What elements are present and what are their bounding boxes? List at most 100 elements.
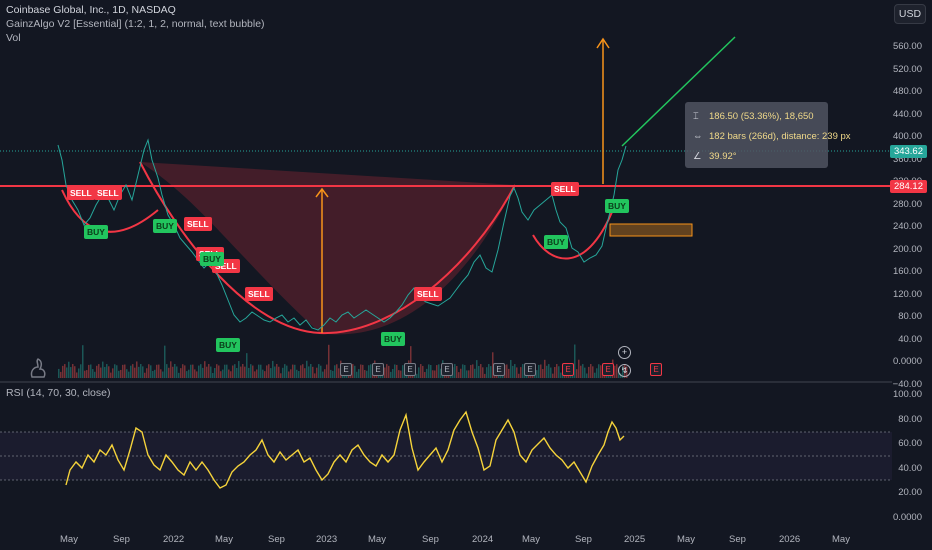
volume-bar xyxy=(558,366,560,378)
volume-bar xyxy=(166,364,168,378)
earnings-badge[interactable]: E xyxy=(493,363,505,376)
volume-bar xyxy=(250,364,252,378)
volume-bar xyxy=(310,364,312,378)
volume-bar xyxy=(422,365,424,378)
volume-bar xyxy=(84,370,86,378)
volume-bar xyxy=(180,368,182,378)
volume-bar xyxy=(318,364,320,378)
volume-bar xyxy=(352,364,354,378)
volume-bar xyxy=(272,360,274,378)
volume-bar xyxy=(224,364,226,378)
price-axis-label: 440.00 xyxy=(892,108,922,120)
time-axis-label: May xyxy=(368,534,386,545)
volume-bar xyxy=(386,364,388,378)
volume-bar xyxy=(470,365,472,378)
volume-bar xyxy=(316,367,318,378)
volume-bar xyxy=(264,371,266,378)
volume-bar xyxy=(184,365,186,378)
time-axis-label: May xyxy=(522,534,540,545)
rsi-legend[interactable]: RSI (14, 70, 30, close) xyxy=(6,387,111,399)
volume-bar xyxy=(232,365,234,378)
volume-bar xyxy=(472,364,474,378)
earnings-badge[interactable]: E xyxy=(404,363,416,376)
volume-bar xyxy=(244,366,246,378)
volume-bar xyxy=(306,360,308,378)
volume-bar xyxy=(312,366,314,378)
volume-bar xyxy=(436,365,438,378)
volume-bar xyxy=(364,370,366,378)
time-axis-label: 2025 xyxy=(624,534,646,545)
volume-bar xyxy=(188,369,190,378)
time-axis-label: 2022 xyxy=(163,534,185,545)
volume-bar xyxy=(240,366,242,378)
volume-bar xyxy=(140,364,142,378)
time-axis-label: 2023 xyxy=(316,534,338,545)
volume-bar xyxy=(554,366,556,378)
volume-bar xyxy=(258,364,260,378)
volume-bar xyxy=(400,370,402,378)
volume-bar xyxy=(206,366,208,378)
sell-signal: SELL xyxy=(184,217,212,231)
volume-bar xyxy=(326,364,328,378)
volume-bar xyxy=(432,370,434,378)
price-axis-label: 560.00 xyxy=(892,41,922,52)
rsi-axis-label: 40.00 xyxy=(898,462,922,474)
volume-bar xyxy=(136,361,138,378)
rsi-axis-label: 100.00 xyxy=(892,389,922,400)
volume-bar xyxy=(366,370,368,378)
volume-bar xyxy=(410,346,412,378)
volume-bar xyxy=(314,373,316,378)
dividend-icon[interactable]: ↯ xyxy=(618,364,631,377)
volume-bar xyxy=(220,371,222,378)
volume-bar xyxy=(198,365,200,378)
volume-bar xyxy=(476,360,478,378)
time-axis-label: Sep xyxy=(729,534,746,545)
volume-bar xyxy=(322,371,324,378)
volume-bar xyxy=(520,367,522,378)
volume-bar xyxy=(482,367,484,378)
volume-bar xyxy=(516,367,518,378)
earnings-badge[interactable]: E xyxy=(650,363,662,376)
earnings-badge[interactable]: E xyxy=(372,363,384,376)
volume-bar xyxy=(490,366,492,378)
add-icon[interactable]: + xyxy=(618,346,631,359)
volume-bar xyxy=(214,368,216,378)
symbol-legend[interactable]: Coinbase Global, Inc., 1D, NASDAQ xyxy=(6,4,176,16)
earnings-badge[interactable]: E xyxy=(340,363,352,376)
indicator-legend[interactable]: GainzAlgo V2 [Essential] (1:2, 1, 2, nor… xyxy=(6,18,265,30)
volume-bar xyxy=(324,369,326,378)
earnings-badge[interactable]: E xyxy=(602,363,614,376)
volume-bar xyxy=(202,367,204,378)
volume-bar xyxy=(118,370,120,378)
earnings-badge[interactable]: E xyxy=(562,363,574,376)
volume-bar xyxy=(440,368,442,378)
volume-bar xyxy=(302,364,304,378)
volume-bar xyxy=(204,361,206,378)
earnings-badge[interactable]: E xyxy=(441,363,453,376)
volume-legend[interactable]: Vol xyxy=(6,32,21,44)
volume-bar xyxy=(332,370,334,378)
price-axis-label: 40.00 xyxy=(898,333,922,345)
volume-bar xyxy=(126,369,128,378)
volume-bar xyxy=(398,370,400,378)
volume-bar xyxy=(296,369,298,378)
volume-bar xyxy=(270,368,272,378)
buy-signal: BUY xyxy=(84,225,108,239)
volume-bar xyxy=(138,366,140,378)
volume-bar xyxy=(486,367,488,378)
earnings-badge[interactable]: E xyxy=(524,363,536,376)
level-price-tag: 284.12 xyxy=(889,180,927,193)
price-axis-label: 480.00 xyxy=(892,86,922,97)
volume-bar xyxy=(480,364,482,378)
volume-bar xyxy=(58,368,60,378)
price-range-icon: ⌶ xyxy=(693,111,699,122)
cup-pattern-curve xyxy=(139,161,516,335)
currency-button[interactable]: USD xyxy=(894,4,926,24)
buy-signal: BUY xyxy=(544,235,568,249)
sell-signal: SELL xyxy=(551,182,579,196)
rsi-axis-label: 80.00 xyxy=(898,413,922,425)
price-axis-label: 240.00 xyxy=(892,221,922,232)
price-axis-label: −40.00 xyxy=(892,378,922,390)
volume-bar xyxy=(148,364,150,378)
